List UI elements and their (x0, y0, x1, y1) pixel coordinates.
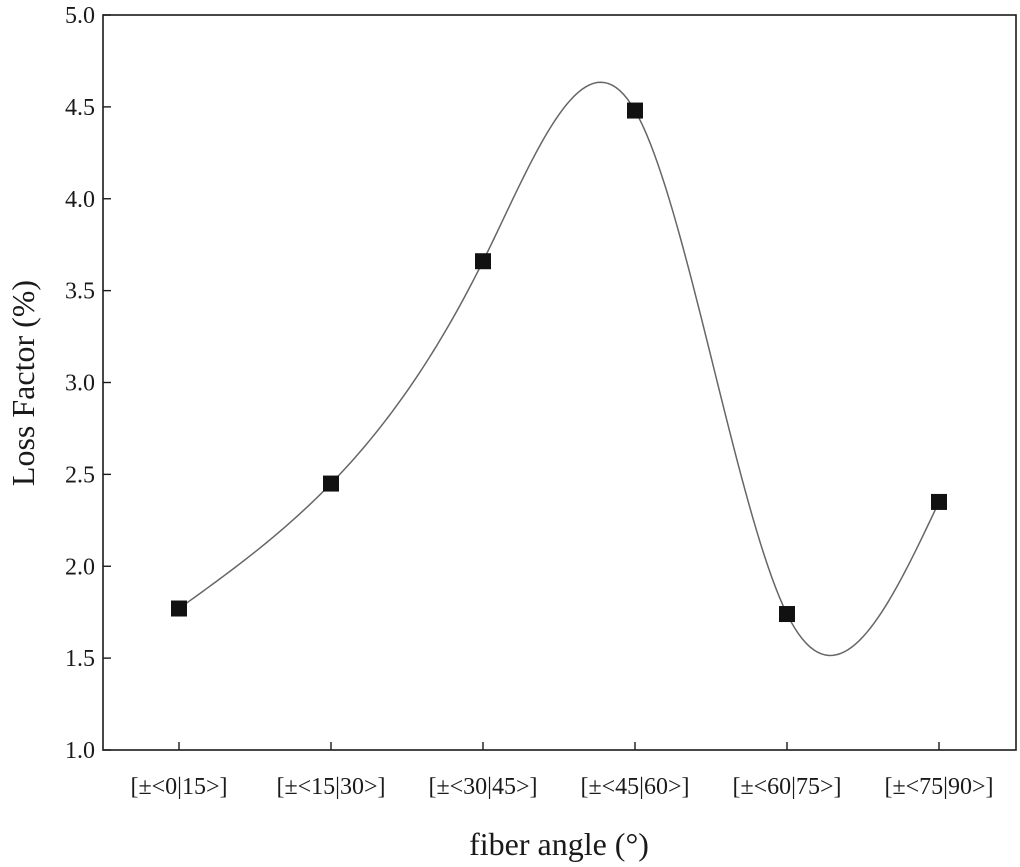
y-tick-label: 3.5 (65, 279, 95, 305)
y-tick-label: 4.5 (65, 95, 95, 121)
y-tick-label: 1.0 (65, 738, 95, 764)
x-tick-label: [±<30|45>] (428, 774, 537, 800)
y-tick-label: 3.0 (65, 371, 95, 397)
data-point (627, 102, 643, 119)
data-point (171, 600, 187, 617)
x-tick-label: [±<0|15>] (130, 774, 227, 800)
y-tick-label: 1.5 (65, 646, 95, 672)
x-tick-label: [±<75|90>] (884, 774, 993, 800)
series-curve (178, 81, 940, 657)
y-axis-title: Loss Factor (%) (5, 280, 41, 486)
x-axis-title: fiber angle (°) (469, 826, 649, 862)
data-point (779, 606, 795, 623)
x-tick-label: [±<60|75>] (732, 774, 841, 800)
data-point (931, 493, 947, 510)
data-point (323, 475, 339, 492)
y-tick-label: 2.5 (65, 462, 95, 488)
y-axis-ticks: 1.0 1.5 2.0 2.5 3.0 3.5 4.0 4.5 5.0 (65, 3, 111, 764)
y-tick-label: 2.0 (65, 554, 95, 580)
x-tick-label: [±<45|60>] (580, 774, 689, 800)
plot-frame (102, 14, 1017, 751)
data-point (475, 253, 491, 270)
x-axis-ticks: [±<0|15>] [±<15|30>] [±<30|45>] [±<45|60>] [… (130, 742, 994, 800)
data-markers (171, 102, 947, 623)
x-tick-label: [±<15|30>] (276, 774, 385, 800)
y-tick-label: 5.0 (65, 3, 95, 29)
y-tick-label: 4.0 (65, 187, 95, 213)
